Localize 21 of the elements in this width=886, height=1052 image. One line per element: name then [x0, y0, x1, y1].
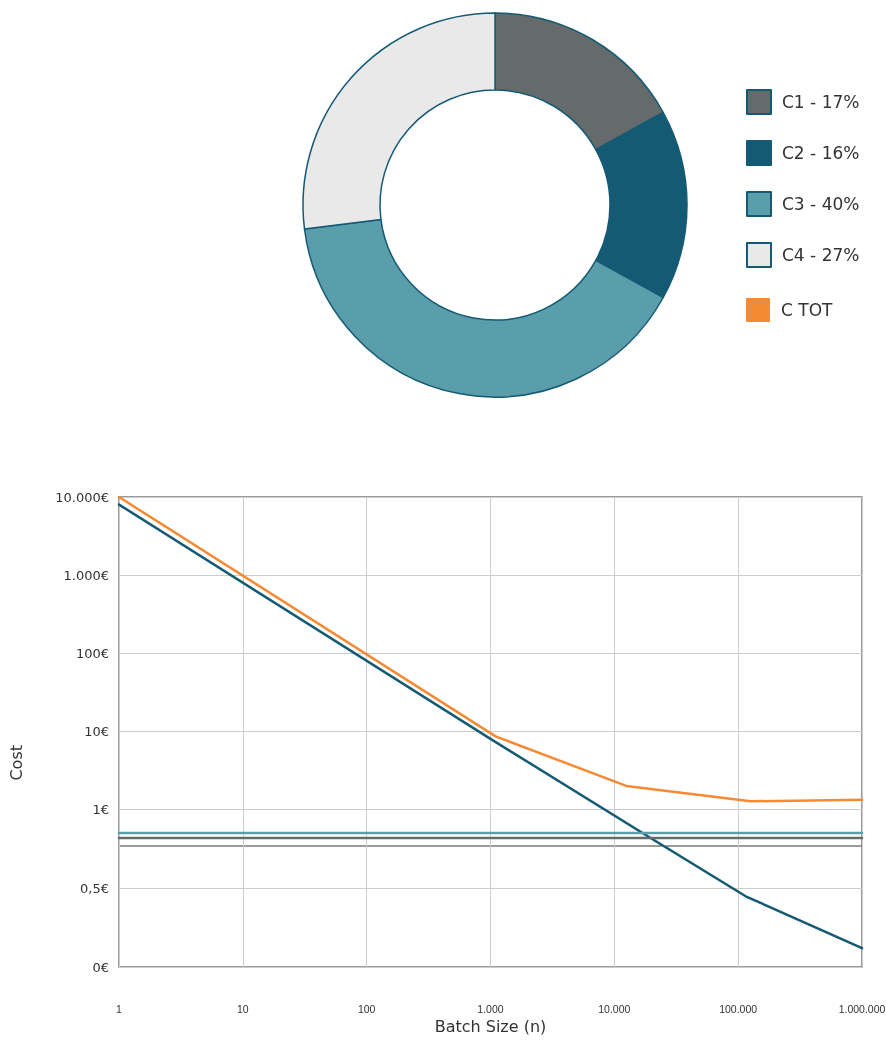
x-tick-label: 1: [116, 1002, 123, 1015]
x-tick-label: 10.000: [598, 1002, 631, 1015]
y-tick-label: 100€: [75, 645, 109, 661]
x-tick-label: 100.000: [719, 1002, 758, 1015]
legend-label: C1 - 17%: [782, 92, 860, 112]
legend-label: C2 - 16%: [782, 143, 860, 163]
x-tick-label: 10: [236, 1002, 249, 1015]
y-tick-label: 1€: [92, 801, 109, 817]
x-tick-label: 1.000: [477, 1002, 504, 1015]
y-tick-label: 1.000€: [63, 567, 109, 583]
x-tick-label: 100: [357, 1002, 376, 1015]
legend-label: C TOT: [781, 300, 834, 320]
y-axis-title: Cost: [6, 744, 26, 781]
y-tick-label: 0,5€: [80, 880, 109, 896]
x-axis-title: Batch Size (n): [434, 1017, 547, 1037]
y-tick-label: 10€: [84, 723, 109, 739]
y-tick-label: 10.000€: [55, 489, 109, 505]
legend-label: C4 - 27%: [782, 245, 860, 265]
legend-label: C3 - 40%: [782, 194, 860, 214]
x-tick-label: 1.000.000: [838, 1002, 886, 1015]
y-tick-label: 0€: [92, 959, 109, 975]
